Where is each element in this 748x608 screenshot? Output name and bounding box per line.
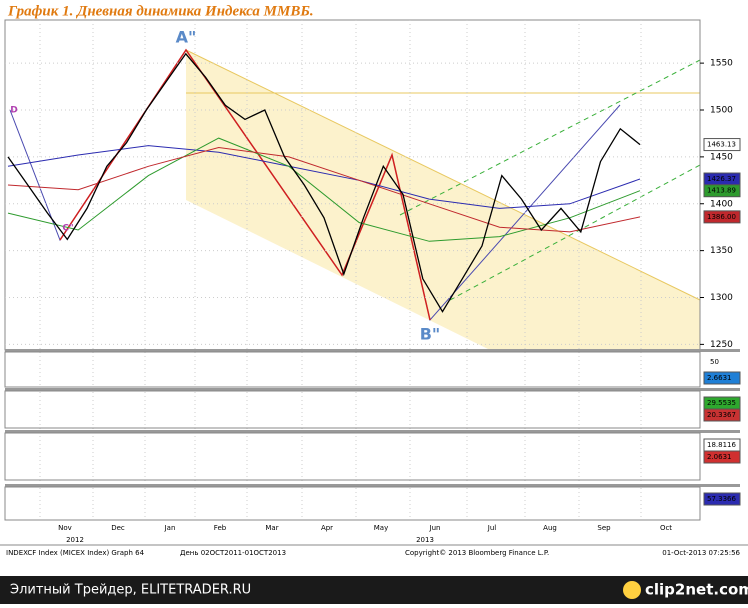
wave-label: A": [176, 28, 197, 47]
x-tick-label: Jan: [164, 524, 176, 532]
footer-text: 01-Oct-2013 07:25:56: [662, 549, 740, 557]
panel-value-label: 2.6631: [707, 374, 732, 382]
x-tick-label: Jun: [429, 524, 441, 532]
separator: [5, 388, 740, 391]
panel-value-label: 29.5535: [707, 399, 736, 407]
x-tick-label: Dec: [111, 524, 125, 532]
last-value-label: 1386.00: [707, 213, 736, 221]
channel: [186, 50, 700, 350]
panel-value-box: [703, 450, 741, 464]
channel-line: [399, 59, 701, 216]
trend-line: [185, 49, 701, 301]
panel-value-box: [703, 492, 741, 506]
y-tick-label: 1300: [710, 293, 733, 303]
last-value-box: [703, 210, 741, 224]
panel-frame: [4, 351, 701, 388]
y-tick-label: 1450: [710, 152, 733, 162]
separator: [5, 430, 740, 433]
panel-value-label: 57.3366: [707, 495, 736, 503]
last-value-box: [703, 184, 741, 198]
year-label: 2012: [66, 536, 84, 544]
panel-frame: [4, 486, 701, 521]
chart-title: График 1. Дневная динамика Индекса ММВБ.: [7, 3, 314, 19]
footer-text: Copyright© 2013 Bloomberg Finance L.P.: [405, 549, 549, 557]
x-tick-label: Nov: [58, 524, 72, 532]
x-tick-label: Jul: [487, 524, 497, 532]
year-label: 2013: [416, 536, 434, 544]
watermark-text: Элитный Трейдер, ELITETRADER.RU: [10, 583, 251, 598]
separator: [5, 349, 740, 352]
panel-value-box: [703, 371, 741, 385]
x-tick-label: Oct: [660, 524, 672, 532]
wave-label: D: [10, 106, 17, 116]
moving-average: [7, 145, 641, 209]
x-tick-label: May: [374, 524, 388, 532]
panel-value-label: 18.8116: [707, 441, 736, 449]
y-tick-label: 1550: [710, 59, 733, 69]
watermark-logo: clip2net.com: [645, 581, 748, 599]
last-value-box: [703, 138, 741, 152]
channel-line: [449, 164, 701, 301]
panel-value-label: 2.0631: [707, 453, 732, 461]
separator: [5, 484, 740, 487]
x-tick-label: Feb: [214, 524, 227, 532]
panel-frame: [4, 432, 701, 481]
wave-label: B": [420, 325, 441, 344]
panel-value-box: [703, 408, 741, 422]
moving-average: [7, 146, 641, 233]
x-tick-label: Sep: [597, 524, 611, 532]
last-value-label: 1413.89: [707, 187, 736, 195]
y-tick-label: 1350: [710, 246, 733, 256]
last-value-label: 1463.13: [707, 141, 736, 149]
wave-label: C": [62, 224, 73, 234]
x-tick-label: Apr: [321, 524, 333, 532]
moving-average: [7, 137, 641, 242]
y-tick-label: 1250: [710, 340, 733, 350]
y-tick-label: 1500: [710, 106, 733, 116]
logo-icon: [623, 581, 641, 599]
y-tick-label: 1400: [710, 199, 733, 209]
panel-tick-label: 50: [710, 358, 719, 366]
last-value-label: 1426.37: [707, 175, 736, 183]
footer-text: День 02OCT2011-01OCT2013: [180, 549, 286, 557]
price-line: [7, 52, 641, 313]
panel-value-label: 20.3367: [707, 411, 736, 419]
panel-frame: [4, 390, 701, 429]
footer-text: INDEXCF Index (MICEX Index) Graph 64: [6, 549, 145, 557]
x-tick-label: Aug: [543, 524, 557, 532]
x-tick-label: Mar: [265, 524, 278, 532]
